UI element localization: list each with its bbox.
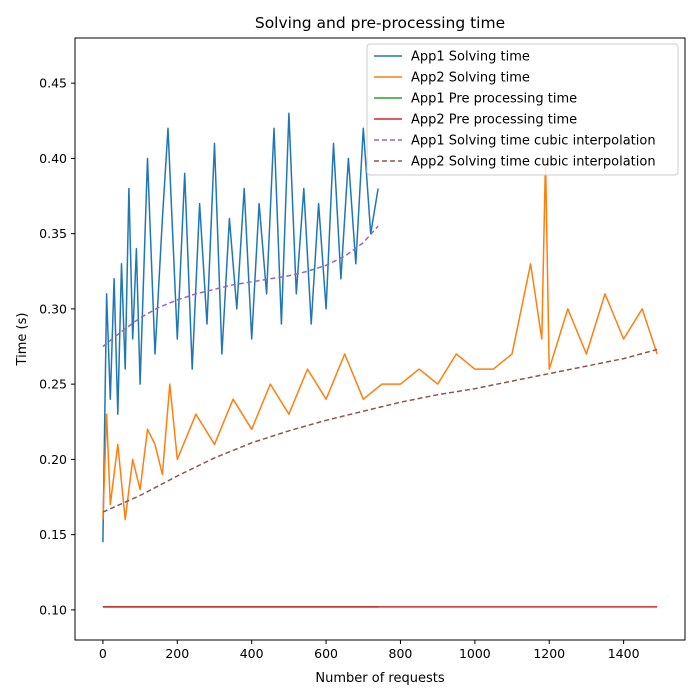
chart-title: Solving and pre-processing time	[255, 14, 505, 32]
legend-entry: App2 Solving time cubic interpolation	[411, 155, 656, 170]
legend-entry: App1 Solving time cubic interpolation	[411, 134, 656, 149]
x-tick-label: 800	[389, 646, 413, 661]
series-line-6	[102, 348, 658, 513]
y-tick-label: 0.45	[39, 76, 67, 91]
legend: App1 Solving time App2 Solving time App1 P…	[366, 43, 679, 176]
y-axis-ticks: 0.10 0.15 0.20 0.25 0.30 0.35 0.40 0.45	[39, 76, 75, 617]
y-tick-label: 0.25	[39, 377, 67, 392]
x-tick-label: 1400	[608, 646, 640, 661]
legend-entry: App1 Pre processing time	[411, 92, 577, 107]
plot-series	[102, 112, 658, 608]
x-axis-label: Number of requests	[315, 671, 444, 686]
legend-box	[366, 43, 679, 176]
x-axis-ticks: 0 200 400 600 800 1000 1200 1400	[99, 640, 640, 661]
series-line-5	[102, 225, 379, 348]
x-tick-label: 400	[240, 646, 264, 661]
x-tick-label: 200	[165, 646, 189, 661]
y-tick-label: 0.40	[39, 151, 67, 166]
y-tick-label: 0.35	[39, 226, 67, 241]
y-tick-label: 0.15	[39, 527, 67, 542]
y-tick-label: 0.10	[39, 602, 67, 617]
y-tick-label: 0.20	[39, 452, 67, 467]
series-line-2	[102, 157, 658, 521]
x-tick-label: 1200	[533, 646, 565, 661]
x-tick-label: 0	[99, 646, 107, 661]
x-tick-label: 600	[314, 646, 338, 661]
plot-frame	[74, 37, 686, 641]
y-axis-label: Time (s)	[15, 313, 30, 367]
legend-entry: App2 Solving time	[411, 71, 530, 86]
series-line-1	[102, 112, 379, 543]
legend-entry: App1 Solving time	[411, 50, 530, 65]
legend-entry: App2 Pre processing time	[411, 113, 577, 128]
x-tick-label: 1000	[459, 646, 491, 661]
y-tick-label: 0.30	[39, 301, 67, 316]
